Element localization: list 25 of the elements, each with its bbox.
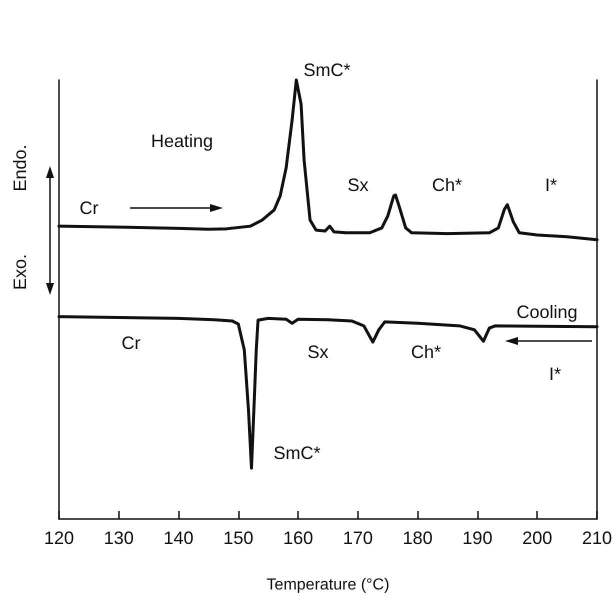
x-tick-label: 210 [582, 528, 612, 548]
x-axis-title: Temperature (°C) [266, 576, 390, 594]
x-tick-label: 170 [342, 528, 373, 548]
annotation: I* [544, 175, 558, 195]
x-tick-label: 180 [402, 528, 433, 548]
x-tick-label: 150 [223, 528, 254, 548]
annotation: Ch* [432, 175, 462, 195]
text: Endo. [10, 144, 30, 192]
annotation: Cr [122, 333, 140, 353]
annotation: Heating [150, 131, 214, 151]
x-tick-label: 140 [164, 528, 194, 548]
x-tick-label: 190 [462, 528, 492, 548]
text: Exo. [10, 254, 30, 290]
annotation: Cr [80, 198, 98, 218]
x-tick-label: 130 [104, 528, 134, 548]
annotation: SmC* [303, 60, 351, 80]
annotation: I* [548, 364, 562, 384]
x-tick-label: 200 [522, 528, 552, 548]
annotation: SmC* [273, 443, 321, 463]
annotation: Sx [347, 175, 369, 195]
annotation: Cooling [516, 302, 578, 322]
annotation: Ch* [410, 342, 442, 362]
x-tick-label: 160 [283, 528, 314, 548]
annotation: Sx [307, 342, 329, 362]
x-tick-label: 120 [44, 528, 74, 548]
